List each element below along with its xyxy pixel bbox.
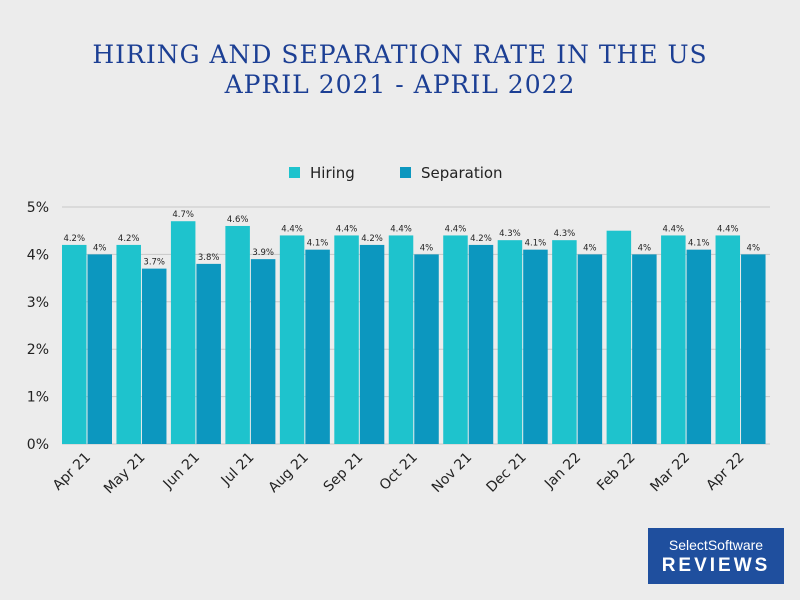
legend-swatch-separation xyxy=(400,167,411,178)
brand-badge: SelectSoftware REVIEWS xyxy=(648,528,784,584)
hiring-value-label: 4.4% xyxy=(717,224,739,234)
separation-bar xyxy=(686,249,712,444)
separation-bar xyxy=(196,263,221,444)
separation-value-label: 4% xyxy=(420,243,434,253)
legend: Hiring Separation xyxy=(289,164,503,182)
x-tick-label: Mar 22 xyxy=(647,450,693,496)
separation-bar xyxy=(577,254,603,444)
separation-bar xyxy=(468,244,494,444)
separation-value-label: 4% xyxy=(638,243,652,253)
hiring-value-label: 4.4% xyxy=(336,224,358,234)
separation-value-label: 4% xyxy=(583,243,597,253)
x-tick-label: Dec 21 xyxy=(484,450,530,496)
separation-bar xyxy=(632,254,657,444)
hiring-value-label: 4.3% xyxy=(554,229,576,239)
x-tick-label: Nov 21 xyxy=(429,450,475,496)
chart-title: HIRING AND SEPARATION RATE IN THE US APR… xyxy=(0,40,800,100)
hiring-bar xyxy=(225,225,250,444)
y-tick-label: 0% xyxy=(27,437,49,453)
separation-value-label: 3.9% xyxy=(252,248,274,258)
x-tick-label: Apr 22 xyxy=(703,450,747,494)
x-tick-label: Jan 22 xyxy=(541,450,584,493)
separation-bar xyxy=(87,254,112,444)
hiring-bar xyxy=(62,244,87,444)
separation-value-label: 4% xyxy=(747,243,761,253)
x-tick-label: Apr 21 xyxy=(50,450,94,494)
brand-badge-line-1: SelectSoftware xyxy=(668,537,764,553)
x-tick-label: Oct 21 xyxy=(377,450,421,494)
bars xyxy=(62,221,766,444)
x-tick-label: May 21 xyxy=(101,450,149,498)
separation-value-label: 4.1% xyxy=(307,239,329,249)
hiring-value-label: 4.4% xyxy=(445,224,467,234)
hiring-value-label: 4.3% xyxy=(499,229,521,239)
hiring-bar xyxy=(497,240,523,444)
hiring-value-label: 4.4% xyxy=(390,224,412,234)
hiring-bar xyxy=(170,221,196,444)
y-tick-label: 1% xyxy=(27,390,49,406)
x-tick-label: Jul 21 xyxy=(218,450,258,490)
separation-bar xyxy=(359,244,385,444)
separation-bar xyxy=(250,259,276,444)
separation-value-label: 4.1% xyxy=(525,239,547,249)
hiring-bar xyxy=(116,244,141,444)
y-tick-label: 2% xyxy=(27,342,49,358)
chart-title-line-1: HIRING AND SEPARATION RATE IN THE US xyxy=(92,40,708,69)
hiring-value-label: 4.7% xyxy=(172,210,194,220)
separation-value-label: 4% xyxy=(93,243,107,253)
y-tick-label: 5% xyxy=(27,200,49,216)
hiring-value-label: 4.2% xyxy=(63,234,85,244)
hiring-value-label: 4.6% xyxy=(227,215,249,225)
hiring-bar xyxy=(388,235,414,444)
hiring-bar xyxy=(334,235,359,444)
y-tick-label: 4% xyxy=(27,247,49,263)
hiring-bar xyxy=(606,230,632,444)
separation-value-label: 3.7% xyxy=(143,258,165,268)
legend-swatch-hiring xyxy=(289,167,300,178)
data-labels: 4.2%4%4.2%3.7%4.7%3.8%4.6%3.9%4.4%4.1%4.… xyxy=(63,210,760,267)
brand-badge-line-2: REVIEWS xyxy=(661,555,771,576)
hiring-bar xyxy=(279,235,305,444)
separation-bar xyxy=(414,254,439,444)
separation-value-label: 3.8% xyxy=(198,253,220,263)
hiring-bar xyxy=(715,235,741,444)
x-tick-label: Aug 21 xyxy=(266,450,312,496)
hiring-bar xyxy=(443,235,468,444)
separation-bar xyxy=(523,249,548,444)
hiring-bar xyxy=(552,240,577,444)
hiring-value-label: 4.2% xyxy=(118,234,140,244)
separation-bar xyxy=(305,249,330,444)
separation-bar xyxy=(741,254,766,444)
legend-label-separation: Separation xyxy=(421,164,503,182)
x-tick-label: Sep 21 xyxy=(321,450,367,496)
legend-label-hiring: Hiring xyxy=(310,164,355,182)
x-tick-label: Jun 21 xyxy=(160,450,203,493)
separation-value-label: 4.2% xyxy=(361,234,383,244)
separation-value-label: 4.2% xyxy=(470,234,492,244)
chart-title-line-2: APRIL 2021 - APRIL 2022 xyxy=(224,70,576,99)
y-tick-label: 3% xyxy=(27,295,49,311)
hiring-value-label: 4.4% xyxy=(663,224,685,234)
x-tick-label: Feb 22 xyxy=(594,450,639,495)
hiring-bar xyxy=(661,235,686,444)
separation-value-label: 4.1% xyxy=(688,239,710,249)
separation-bar xyxy=(141,268,167,444)
hiring-value-label: 4.4% xyxy=(281,224,303,234)
